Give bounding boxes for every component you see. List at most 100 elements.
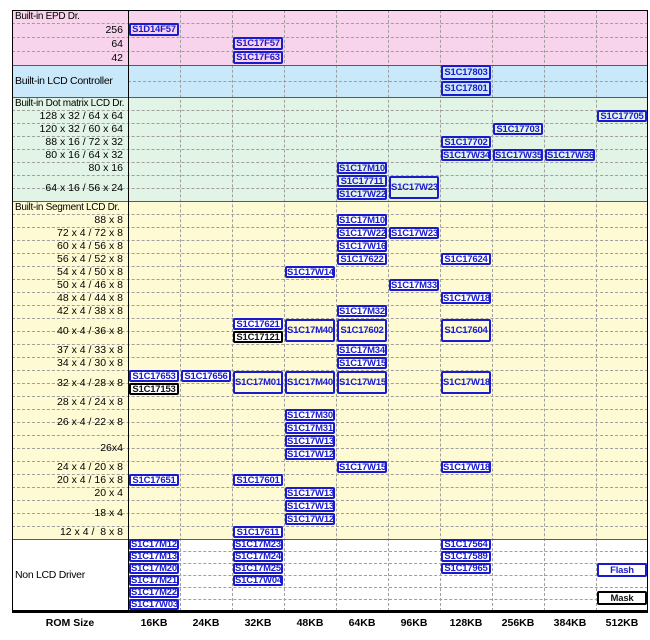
- chip-s1c17801[interactable]: S1C17801: [441, 81, 491, 96]
- chip-s1c17803[interactable]: S1C17803: [441, 65, 491, 80]
- chip-s1c17w22[interactable]: S1C17W22: [337, 227, 387, 239]
- chip-s1c17m13[interactable]: S1C17M13: [129, 551, 179, 562]
- chip-s1c17w13[interactable]: S1C17W13: [285, 487, 335, 499]
- chip-s1c17w12[interactable]: S1C17W12: [285, 448, 335, 460]
- chip-s1c17w15[interactable]: S1C17W15: [337, 461, 387, 473]
- section-divider: [12, 201, 648, 202]
- chip-s1c17m10[interactable]: S1C17M10: [337, 162, 387, 174]
- chip-s1c17611[interactable]: S1C17611: [233, 526, 283, 538]
- chip-s1c17w35[interactable]: S1C17W35: [493, 149, 543, 161]
- chip-s1c17w14[interactable]: S1C17W14: [285, 266, 335, 278]
- axis-col-32kb: 32KB: [244, 617, 272, 629]
- row-label-34-x-4-30-x-8: 34 x 4 / 30 x 8: [57, 357, 123, 369]
- chip-s1c17m21[interactable]: S1C17M21: [129, 575, 179, 586]
- chip-s1c17w18[interactable]: S1C17W18: [441, 371, 491, 394]
- chip-s1c17w23[interactable]: S1C17W23: [389, 227, 439, 239]
- chip-s1c17w13[interactable]: S1C17W13: [285, 435, 335, 447]
- chip-s1c17622[interactable]: S1C17622: [337, 253, 387, 265]
- chip-s1c17m01[interactable]: S1C17M01: [233, 371, 283, 394]
- section-header-built-in-epd-dr: Built-in EPD Dr.: [15, 11, 80, 22]
- chip-s1c17705[interactable]: S1C17705: [597, 110, 647, 122]
- x-axis-line: [12, 610, 648, 613]
- grid-hline: [12, 37, 648, 38]
- chip-s1c17m31[interactable]: S1C17M31: [285, 422, 335, 434]
- axis-title: ROM Size: [45, 617, 95, 629]
- row-label-60-x-4-56-x-8: 60 x 4 / 56 x 8: [57, 240, 123, 252]
- chip-s1c17601[interactable]: S1C17601: [233, 474, 283, 486]
- grid-hline: [12, 383, 648, 384]
- chip-s1c17564[interactable]: S1C17564: [441, 539, 491, 550]
- grid-hline: [12, 344, 648, 345]
- grid-vline: [180, 10, 181, 611]
- chip-s1c17w16[interactable]: S1C17W16: [337, 240, 387, 252]
- chip-s1c17w15[interactable]: S1C17W15: [337, 357, 387, 369]
- grid-vline: [544, 10, 545, 611]
- chip-s1d14f57[interactable]: S1D14F57: [129, 23, 179, 36]
- chip-s1c17621[interactable]: S1C17621: [233, 318, 283, 330]
- chip-s1c17656[interactable]: S1C17656: [181, 370, 231, 382]
- chip-s1c17m30[interactable]: S1C17M30: [285, 409, 335, 421]
- chip-s1c17965[interactable]: S1C17965: [441, 563, 491, 574]
- grid-hline: [12, 162, 648, 163]
- label-column-divider: [128, 10, 129, 611]
- chip-s1c17w03[interactable]: S1C17W03: [129, 599, 179, 610]
- chip-s1c17w12[interactable]: S1C17W12: [285, 513, 335, 525]
- chip-s1c17m10[interactable]: S1C17M10: [337, 214, 387, 226]
- chip-s1c17653[interactable]: S1C17653: [129, 370, 179, 382]
- row-label-88-x-8: 88 x 8: [94, 214, 123, 226]
- chip-s1c17w13[interactable]: S1C17W13: [285, 500, 335, 512]
- row-label-80-x-16: 80 x 16: [88, 162, 123, 174]
- grid-hline: [12, 461, 648, 462]
- chip-s1c17w36[interactable]: S1C17W36: [545, 149, 595, 161]
- chip-s1c17m20[interactable]: S1C17M20: [129, 563, 179, 574]
- chip-s1c17m32[interactable]: S1C17M32: [337, 305, 387, 317]
- grid-hline: [12, 526, 648, 527]
- chip-s1c17711[interactable]: S1C17711: [337, 175, 387, 187]
- chip-s1c17f57[interactable]: S1C17F57: [233, 37, 283, 50]
- grid-hline: [12, 331, 648, 332]
- section-label-built-in-lcd-controller: Built-in LCD Controller: [15, 75, 113, 87]
- chip-s1c17121[interactable]: S1C17121: [233, 331, 283, 343]
- chip-s1c17602[interactable]: S1C17602: [337, 319, 387, 342]
- chip-s1c17m40[interactable]: S1C17M40: [285, 371, 335, 394]
- chip-s1c17m34[interactable]: S1C17M34: [337, 344, 387, 356]
- chip-s1c17m24[interactable]: S1C17M24: [233, 551, 283, 562]
- row-label-88-x-16-72-x-32: 88 x 16 / 72 x 32: [45, 136, 123, 148]
- chip-s1c17w18[interactable]: S1C17W18: [441, 292, 491, 304]
- grid-hline: [12, 227, 648, 228]
- grid-hline: [12, 110, 648, 111]
- chip-s1c17w23[interactable]: S1C17W23: [389, 176, 439, 199]
- axis-col-512kb: 512KB: [605, 617, 639, 629]
- grid-hline: [12, 240, 648, 241]
- chip-s1c17m12[interactable]: S1C17M12: [129, 539, 179, 550]
- chip-s1c17702[interactable]: S1C17702: [441, 136, 491, 148]
- section-divider: [12, 65, 648, 66]
- row-label-80-x-16-64-x-32: 80 x 16 / 64 x 32: [45, 149, 123, 161]
- chip-s1c17m23[interactable]: S1C17M23: [233, 539, 283, 550]
- chip-s1c17f63[interactable]: S1C17F63: [233, 51, 283, 64]
- chip-s1c17w18[interactable]: S1C17W18: [441, 461, 491, 473]
- chip-s1c17m22[interactable]: S1C17M22: [129, 587, 179, 598]
- grid-hline: [12, 136, 648, 137]
- row-label-42: 42: [111, 52, 123, 64]
- chip-s1c17589[interactable]: S1C17589: [441, 551, 491, 562]
- grid-hline: [12, 188, 648, 189]
- chip-s1c17m33[interactable]: S1C17M33: [389, 279, 439, 291]
- chip-s1c17w34[interactable]: S1C17W34: [441, 149, 491, 161]
- chip-s1c17w22[interactable]: S1C17W22: [337, 188, 387, 200]
- chip-s1c17153[interactable]: S1C17153: [129, 383, 179, 395]
- chip-s1c17703[interactable]: S1C17703: [493, 123, 543, 135]
- chip-s1c17651[interactable]: S1C17651: [129, 474, 179, 486]
- row-label-120-x-32-60-x-64: 120 x 32 / 60 x 64: [39, 123, 123, 135]
- chip-s1c17m40[interactable]: S1C17M40: [285, 319, 335, 342]
- chip-s1c17604[interactable]: S1C17604: [441, 319, 491, 342]
- chip-s1c17w15[interactable]: S1C17W15: [337, 371, 387, 394]
- row-label-54-x-4-50-x-8: 54 x 4 / 50 x 8: [57, 266, 123, 278]
- grid-vline: [596, 10, 597, 611]
- grid-vline: [232, 10, 233, 611]
- chip-s1c17m25[interactable]: S1C17M25: [233, 563, 283, 574]
- chip-s1c17w04[interactable]: S1C17W04: [233, 575, 283, 586]
- legend-flash: Flash: [597, 563, 647, 577]
- row-label-20-x-4: 20 x 4: [94, 487, 123, 499]
- chip-s1c17624[interactable]: S1C17624: [441, 253, 491, 265]
